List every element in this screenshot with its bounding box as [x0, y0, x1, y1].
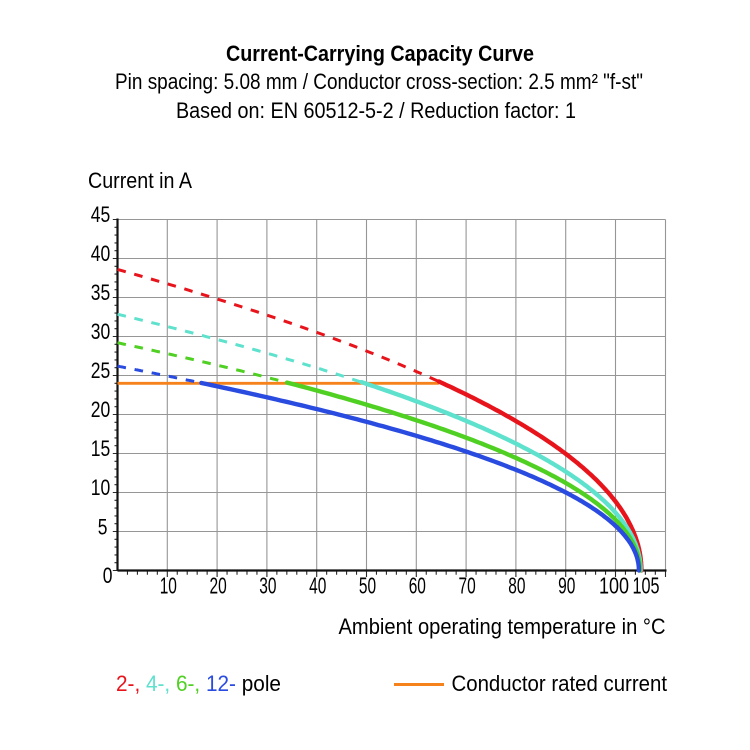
- svg-text:15: 15: [91, 436, 111, 461]
- svg-text:Based on: EN 60512-5-2 / Reduc: Based on: EN 60512-5-2 / Reduction facto…: [176, 98, 576, 123]
- svg-text:60: 60: [409, 573, 426, 599]
- svg-text:5: 5: [98, 515, 108, 540]
- svg-text:20: 20: [210, 573, 227, 599]
- svg-text:Ambient operating temperature: Ambient operating temperature in °C: [339, 614, 666, 639]
- svg-text:45: 45: [91, 202, 111, 227]
- svg-text:10: 10: [91, 475, 111, 500]
- svg-text:10: 10: [160, 573, 177, 599]
- svg-text:25: 25: [91, 358, 111, 383]
- svg-text:80: 80: [508, 573, 525, 599]
- svg-text:40: 40: [91, 241, 111, 266]
- svg-text:pole: pole: [236, 671, 281, 696]
- svg-text:0: 0: [103, 563, 113, 588]
- svg-text:90: 90: [558, 573, 575, 599]
- svg-text:Current in A: Current in A: [88, 168, 192, 193]
- svg-text:4-,: 4-,: [140, 671, 170, 696]
- svg-text:50: 50: [359, 573, 376, 599]
- svg-text:70: 70: [459, 573, 476, 599]
- svg-text:20: 20: [91, 397, 111, 422]
- svg-text:30: 30: [259, 573, 276, 599]
- svg-text:Current-Carrying Capacity Curv: Current-Carrying Capacity Curve: [226, 41, 534, 66]
- svg-text:40: 40: [309, 573, 326, 599]
- svg-text:Pin spacing: 5.08 mm / Conduct: Pin spacing: 5.08 mm / Conductor cross-s…: [115, 69, 643, 94]
- svg-text:Conductor rated current: Conductor rated current: [452, 671, 668, 696]
- svg-text:2-,: 2-,: [116, 671, 140, 696]
- svg-text:6-,: 6-,: [170, 671, 200, 696]
- svg-text:100: 100: [599, 573, 629, 599]
- svg-text:30: 30: [91, 319, 111, 344]
- svg-text:12-: 12-: [200, 671, 236, 696]
- svg-text:35: 35: [91, 280, 111, 305]
- svg-text:105: 105: [633, 573, 660, 599]
